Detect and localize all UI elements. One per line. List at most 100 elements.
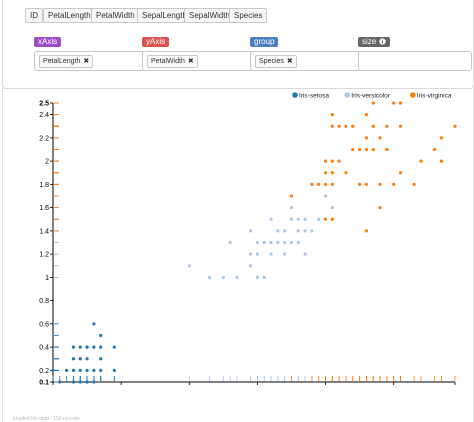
data-point	[392, 101, 396, 105]
data-point	[344, 171, 348, 175]
field-chip-petallength[interactable]: PetalLength	[43, 8, 96, 23]
data-point	[187, 264, 191, 268]
data-point	[371, 124, 375, 128]
data-point	[419, 159, 423, 163]
data-point	[330, 113, 334, 117]
data-point	[453, 124, 457, 128]
data-point	[269, 217, 273, 221]
field-chip-id[interactable]: ID	[25, 8, 43, 23]
xaxis-field-name: PetalLength	[43, 58, 81, 65]
data-point	[289, 240, 294, 245]
data-point	[99, 333, 103, 338]
data-point	[330, 171, 334, 175]
field-chip-species[interactable]: Species	[229, 8, 268, 23]
size-slot-label-text: size	[362, 37, 377, 46]
field-chip-petalwidth[interactable]: PetalWidth	[91, 8, 140, 23]
legend-label: Iris-setosa	[299, 93, 329, 100]
data-point	[378, 182, 382, 186]
data-point	[283, 240, 287, 245]
data-point	[398, 101, 403, 105]
data-point	[78, 368, 82, 372]
data-point	[303, 217, 307, 221]
remove-icon[interactable]: ✖	[286, 58, 293, 65]
data-point	[99, 345, 103, 349]
data-point	[323, 171, 328, 175]
data-point	[412, 182, 416, 186]
data-point	[65, 368, 69, 372]
yaxis-drop-zone[interactable]: PetalWidth ✖	[142, 51, 256, 71]
data-point	[283, 229, 287, 233]
data-point	[330, 206, 334, 210]
remove-icon[interactable]: ✖	[187, 58, 194, 65]
data-point	[58, 380, 62, 384]
data-point	[78, 357, 82, 361]
y-tick-label: 0.6	[39, 321, 49, 328]
data-point	[228, 240, 232, 245]
y-tick-label: 2.5	[39, 101, 49, 108]
data-point	[235, 275, 239, 279]
data-point	[371, 147, 375, 152]
size-drop-zone[interactable]	[358, 51, 472, 71]
y-tick-label: 0.8	[39, 298, 49, 305]
data-point	[289, 206, 294, 210]
data-point	[296, 240, 300, 245]
y-tick-label: 2.2	[39, 135, 49, 142]
data-point	[208, 275, 212, 279]
data-point	[255, 275, 260, 279]
data-point	[317, 217, 321, 221]
y-tick-label: 1.6	[39, 205, 49, 212]
data-point	[303, 229, 307, 233]
data-point	[351, 147, 355, 152]
data-point	[378, 136, 382, 140]
data-point	[330, 159, 334, 163]
y-tick-label: 1.8	[39, 182, 49, 189]
scatter-chart: Iris-setosa Iris-versicolor Iris-virginica…	[39, 92, 460, 396]
legend-label: Iris-virginica	[417, 93, 452, 100]
data-point	[385, 124, 389, 128]
data-point	[364, 229, 369, 233]
y-tick-label: 2	[45, 159, 49, 166]
y-tick-label: 0.1	[39, 380, 49, 387]
data-point	[296, 229, 300, 233]
xaxis-slot-label: xAxis	[34, 37, 62, 47]
legend-label: Iris-versicolor	[351, 93, 390, 100]
yaxis-field-tag: PetalWidth ✖	[147, 55, 198, 68]
data-point	[85, 345, 89, 349]
data-point	[221, 275, 225, 279]
legend-swatch	[292, 92, 298, 98]
data-point	[344, 124, 348, 128]
chart-axes: 0.10.20.40.60.811.21.41.61.822.22.42.512…	[39, 101, 460, 396]
group-drop-zone[interactable]: Species ✖	[250, 51, 364, 71]
data-point	[85, 380, 89, 384]
remove-icon[interactable]: ✖	[83, 58, 90, 65]
data-point	[358, 147, 362, 152]
data-point	[310, 182, 314, 186]
data-point	[71, 357, 76, 361]
group-field-tag: Species ✖	[255, 55, 297, 68]
xaxis-drop-zone[interactable]: PetalLength ✖	[34, 51, 148, 71]
data-point	[71, 345, 76, 349]
y-tick-label: 1.2	[39, 252, 49, 259]
data-point	[439, 136, 443, 140]
data-point	[262, 275, 266, 279]
data-point	[112, 345, 116, 349]
data-point	[269, 252, 273, 256]
data-point	[364, 113, 369, 117]
data-point	[358, 182, 362, 186]
field-chip-sepalwidth[interactable]: SepalWidth	[184, 8, 235, 23]
data-point	[248, 252, 253, 256]
y-tick-label: 1	[45, 275, 49, 282]
chart-rug-marks	[52, 102, 456, 383]
data-point	[337, 159, 341, 163]
chart-points	[51, 101, 457, 384]
data-point	[371, 101, 375, 105]
y-tick-label: 0.2	[39, 368, 49, 375]
chart-legend: Iris-setosa Iris-versicolor Iris-virginica	[292, 92, 452, 100]
chart-area: Iris-setosa Iris-versicolor Iris-virginica…	[2, 88, 474, 396]
field-selector-panel: ID PetalLength PetalWidth SepalLength Se…	[2, 0, 474, 89]
data-point	[317, 182, 321, 186]
data-point	[92, 322, 96, 326]
yaxis-field-name: PetalWidth	[151, 58, 185, 65]
data-point	[323, 194, 328, 198]
status-text: Loaded Iris data · 150 records	[13, 416, 80, 422]
